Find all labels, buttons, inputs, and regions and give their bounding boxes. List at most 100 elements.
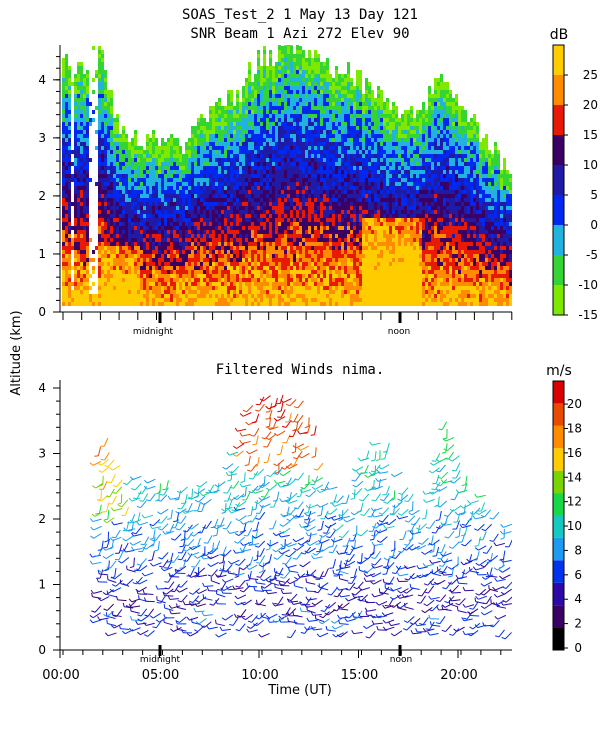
snr-cell bbox=[317, 82, 320, 86]
snr-cell bbox=[218, 242, 221, 246]
snr-cell bbox=[266, 138, 269, 142]
snr-cell bbox=[323, 134, 326, 138]
snr-cell bbox=[224, 274, 227, 278]
snr-cell bbox=[206, 238, 209, 242]
snr-cell bbox=[329, 294, 332, 298]
snr-cell bbox=[215, 278, 218, 282]
snr-cell bbox=[92, 302, 95, 306]
snr-cell bbox=[335, 102, 338, 106]
snr-cell bbox=[332, 90, 335, 94]
snr-cell bbox=[227, 114, 230, 118]
snr-cell bbox=[104, 298, 107, 302]
snr-cell bbox=[266, 226, 269, 230]
snr-cell bbox=[119, 234, 122, 238]
snr-cell bbox=[272, 250, 275, 254]
snr-cell bbox=[146, 262, 149, 266]
snr-cell bbox=[320, 194, 323, 198]
snr-cell bbox=[266, 122, 269, 126]
snr-cell bbox=[212, 254, 215, 258]
snr-cell bbox=[248, 138, 251, 142]
snr-cell bbox=[296, 194, 299, 198]
snr-cell bbox=[149, 246, 152, 250]
snr-cell bbox=[131, 234, 134, 238]
snr-cell bbox=[341, 242, 344, 246]
snr-cell bbox=[98, 266, 101, 270]
snr-cell bbox=[119, 202, 122, 206]
snr-cell bbox=[260, 138, 263, 142]
snr-cell bbox=[110, 162, 113, 166]
snr-cell bbox=[185, 186, 188, 190]
snr-cell bbox=[149, 250, 152, 254]
snr-cell bbox=[209, 122, 212, 126]
snr-cell bbox=[308, 242, 311, 246]
snr-cell bbox=[296, 242, 299, 246]
snr-cell bbox=[77, 230, 80, 234]
snr-cell bbox=[191, 142, 194, 146]
snr-cell bbox=[191, 254, 194, 258]
snr-cell bbox=[71, 202, 74, 206]
snr-cell bbox=[287, 70, 290, 74]
snr-cell bbox=[221, 286, 224, 290]
snr-cell bbox=[338, 158, 341, 162]
snr-cell bbox=[320, 178, 323, 182]
snr-cell bbox=[83, 182, 86, 186]
snr-cell bbox=[242, 126, 245, 130]
snr-cell bbox=[305, 234, 308, 238]
snr-cell bbox=[218, 226, 221, 230]
snr-cell bbox=[263, 274, 266, 278]
snr-cell bbox=[314, 254, 317, 258]
snr-cell bbox=[272, 130, 275, 134]
snr-cell bbox=[200, 130, 203, 134]
snr-cell bbox=[191, 166, 194, 170]
snr-cell bbox=[242, 106, 245, 110]
snr-cell bbox=[278, 218, 281, 222]
snr-cell bbox=[320, 222, 323, 226]
snr-cell bbox=[122, 146, 125, 150]
snr-cell bbox=[296, 134, 299, 138]
snr-cell bbox=[257, 58, 260, 62]
snr-cell bbox=[86, 166, 89, 170]
snr-cell bbox=[206, 122, 209, 126]
snr-cell bbox=[284, 254, 287, 258]
snr-cell bbox=[62, 254, 65, 258]
snr-cell bbox=[119, 230, 122, 234]
snr-cell bbox=[290, 238, 293, 242]
snr-cell bbox=[134, 238, 137, 242]
snr-cell bbox=[68, 270, 71, 274]
snr-cell bbox=[308, 294, 311, 298]
snr-cell bbox=[287, 254, 290, 258]
snr-cell bbox=[254, 166, 257, 170]
snr-cell bbox=[113, 298, 116, 302]
snr-cell bbox=[284, 170, 287, 174]
snr-cell bbox=[338, 202, 341, 206]
snr-cell bbox=[338, 110, 341, 114]
snr-cell bbox=[116, 214, 119, 218]
snr-cell bbox=[113, 210, 116, 214]
snr-cell bbox=[98, 206, 101, 210]
snr-cell bbox=[131, 210, 134, 214]
snr-cell bbox=[257, 62, 260, 66]
snr-cell bbox=[332, 150, 335, 154]
snr-cell bbox=[326, 138, 329, 142]
snr-cell bbox=[62, 226, 65, 230]
snr-cell bbox=[80, 114, 83, 118]
snr-cell bbox=[239, 290, 242, 294]
snr-cell bbox=[185, 290, 188, 294]
snr-cell bbox=[335, 134, 338, 138]
snr-cell bbox=[182, 262, 185, 266]
snr-cell bbox=[68, 254, 71, 258]
snr-cell bbox=[326, 114, 329, 118]
snr-cell bbox=[239, 142, 242, 146]
snr-cell bbox=[224, 170, 227, 174]
snr-cell bbox=[308, 150, 311, 154]
snr-cell bbox=[221, 230, 224, 234]
snr-cell bbox=[230, 126, 233, 130]
snr-cell bbox=[281, 106, 284, 110]
snr-cell bbox=[239, 138, 242, 142]
snr-cell bbox=[146, 218, 149, 222]
snr-cell bbox=[323, 162, 326, 166]
snr-cell bbox=[224, 194, 227, 198]
snr-cell bbox=[296, 114, 299, 118]
snr-cell bbox=[329, 270, 332, 274]
snr-cell bbox=[311, 114, 314, 118]
